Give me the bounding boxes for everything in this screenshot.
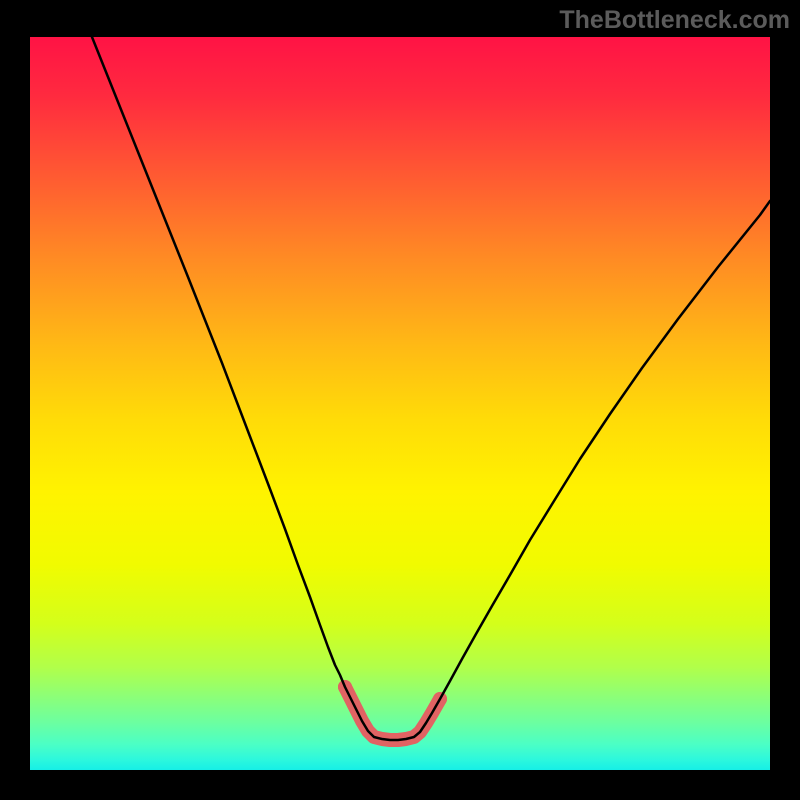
bottleneck-curve-svg [30,37,770,770]
plot-area [30,37,770,770]
gradient-background [30,37,770,770]
chart-frame: TheBottleneck.com [0,0,800,800]
watermark-text: TheBottleneck.com [559,6,790,35]
